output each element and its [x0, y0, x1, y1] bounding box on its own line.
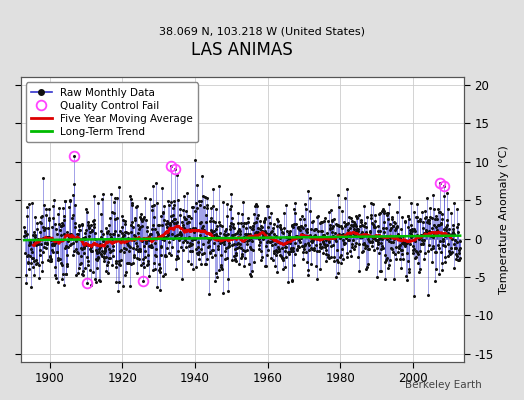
Text: Berkeley Earth: Berkeley Earth	[406, 380, 482, 390]
Y-axis label: Temperature Anomaly (°C): Temperature Anomaly (°C)	[499, 145, 509, 294]
Text: 38.069 N, 103.218 W (United States): 38.069 N, 103.218 W (United States)	[159, 26, 365, 36]
Legend: Raw Monthly Data, Quality Control Fail, Five Year Moving Average, Long-Term Tren: Raw Monthly Data, Quality Control Fail, …	[26, 82, 198, 142]
Title: LAS ANIMAS: LAS ANIMAS	[191, 41, 293, 59]
